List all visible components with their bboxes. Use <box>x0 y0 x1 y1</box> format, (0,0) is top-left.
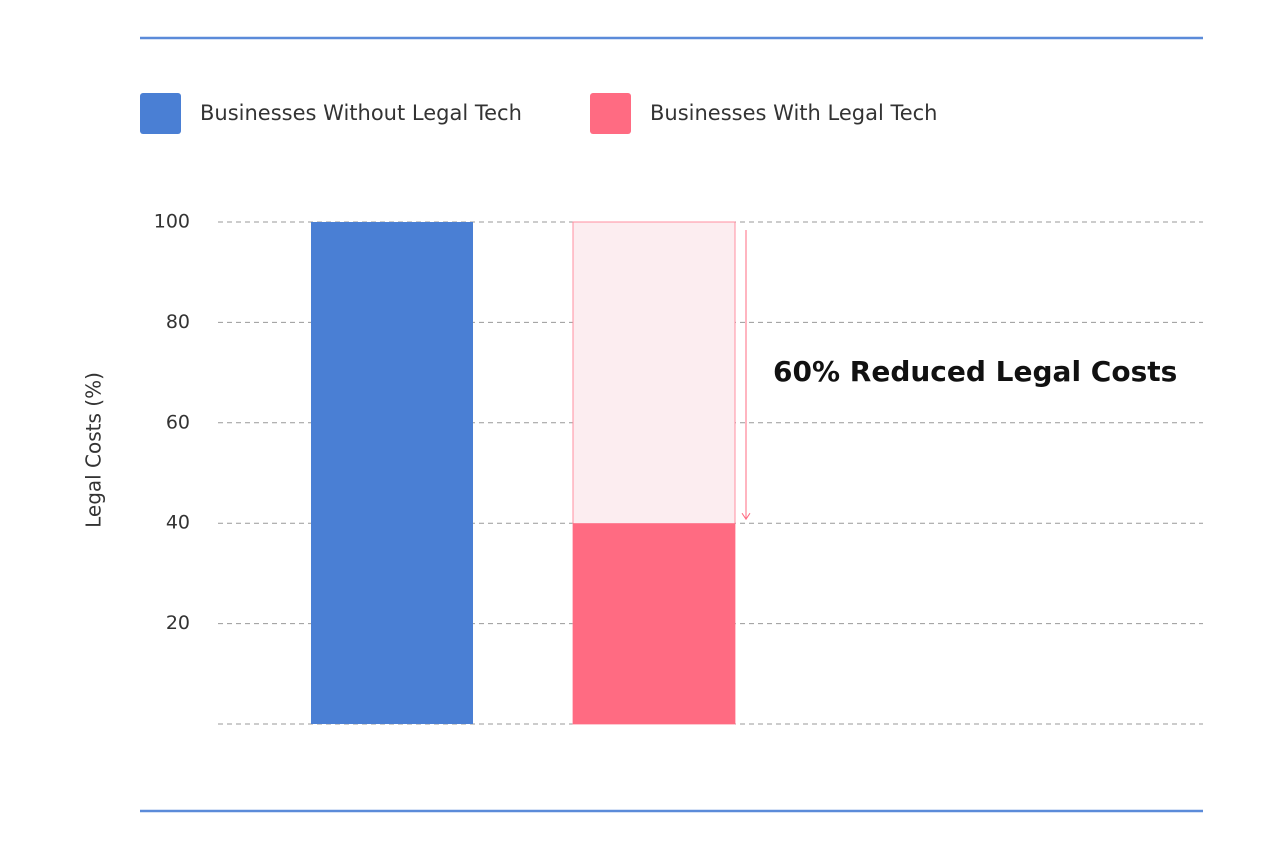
y-tick-label: 100 <box>154 211 190 233</box>
y-tick-label: 60 <box>166 411 190 433</box>
legend-label: Businesses Without Legal Tech <box>200 101 522 125</box>
y-tick-label: 20 <box>166 612 190 634</box>
y-axis-label: Legal Costs (%) <box>82 372 106 528</box>
bar <box>573 523 735 724</box>
annotation: 60% Reduced Legal Costs <box>773 355 1177 388</box>
legend-label: Businesses With Legal Tech <box>650 101 938 125</box>
y-tick-label: 40 <box>166 512 190 534</box>
reduction-arrow <box>741 230 751 521</box>
bar <box>311 222 473 724</box>
legend-swatch <box>140 93 181 134</box>
legend-swatch <box>590 93 631 134</box>
y-tick-label: 80 <box>166 311 190 333</box>
